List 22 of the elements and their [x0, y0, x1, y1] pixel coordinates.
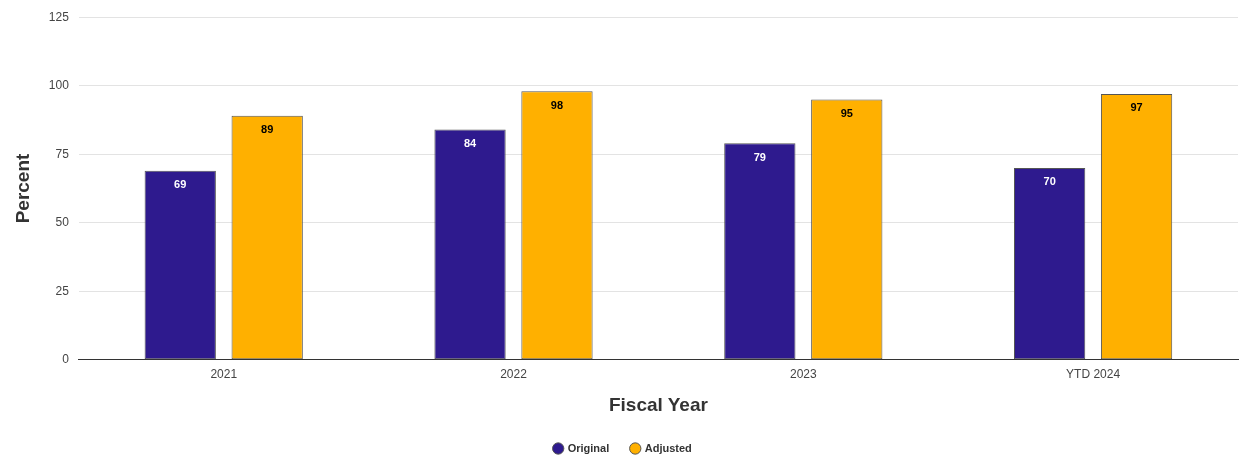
data-label: 89 [261, 123, 274, 136]
y-tick-label: 0 [62, 352, 70, 367]
legend-label: Original [567, 441, 610, 454]
y-tick-label: 125 [48, 9, 70, 24]
data-label: 95 [840, 106, 853, 119]
y-tick-label: 50 [55, 215, 70, 230]
y-tick-label: 75 [55, 146, 70, 161]
data-label: 98 [550, 98, 564, 111]
y-tick-label: 25 [55, 283, 70, 298]
x-axis-title: Fiscal Year [608, 393, 709, 415]
data-label: 84 [463, 137, 478, 150]
x-tick-label: YTD 2024 [1066, 367, 1121, 382]
data-label: 79 [753, 150, 766, 163]
data-label: 97 [1130, 101, 1143, 114]
y-tick-label: 100 [48, 78, 70, 93]
x-tick-label: 2023 [789, 367, 817, 382]
y-axis-title: Percent [11, 152, 33, 224]
legend-label: Adjusted [644, 441, 692, 454]
x-tick-label: 2021 [210, 367, 238, 382]
data-label: 69 [174, 178, 187, 191]
data-label: 70 [1043, 175, 1056, 188]
x-tick-label: 2022 [500, 367, 528, 382]
